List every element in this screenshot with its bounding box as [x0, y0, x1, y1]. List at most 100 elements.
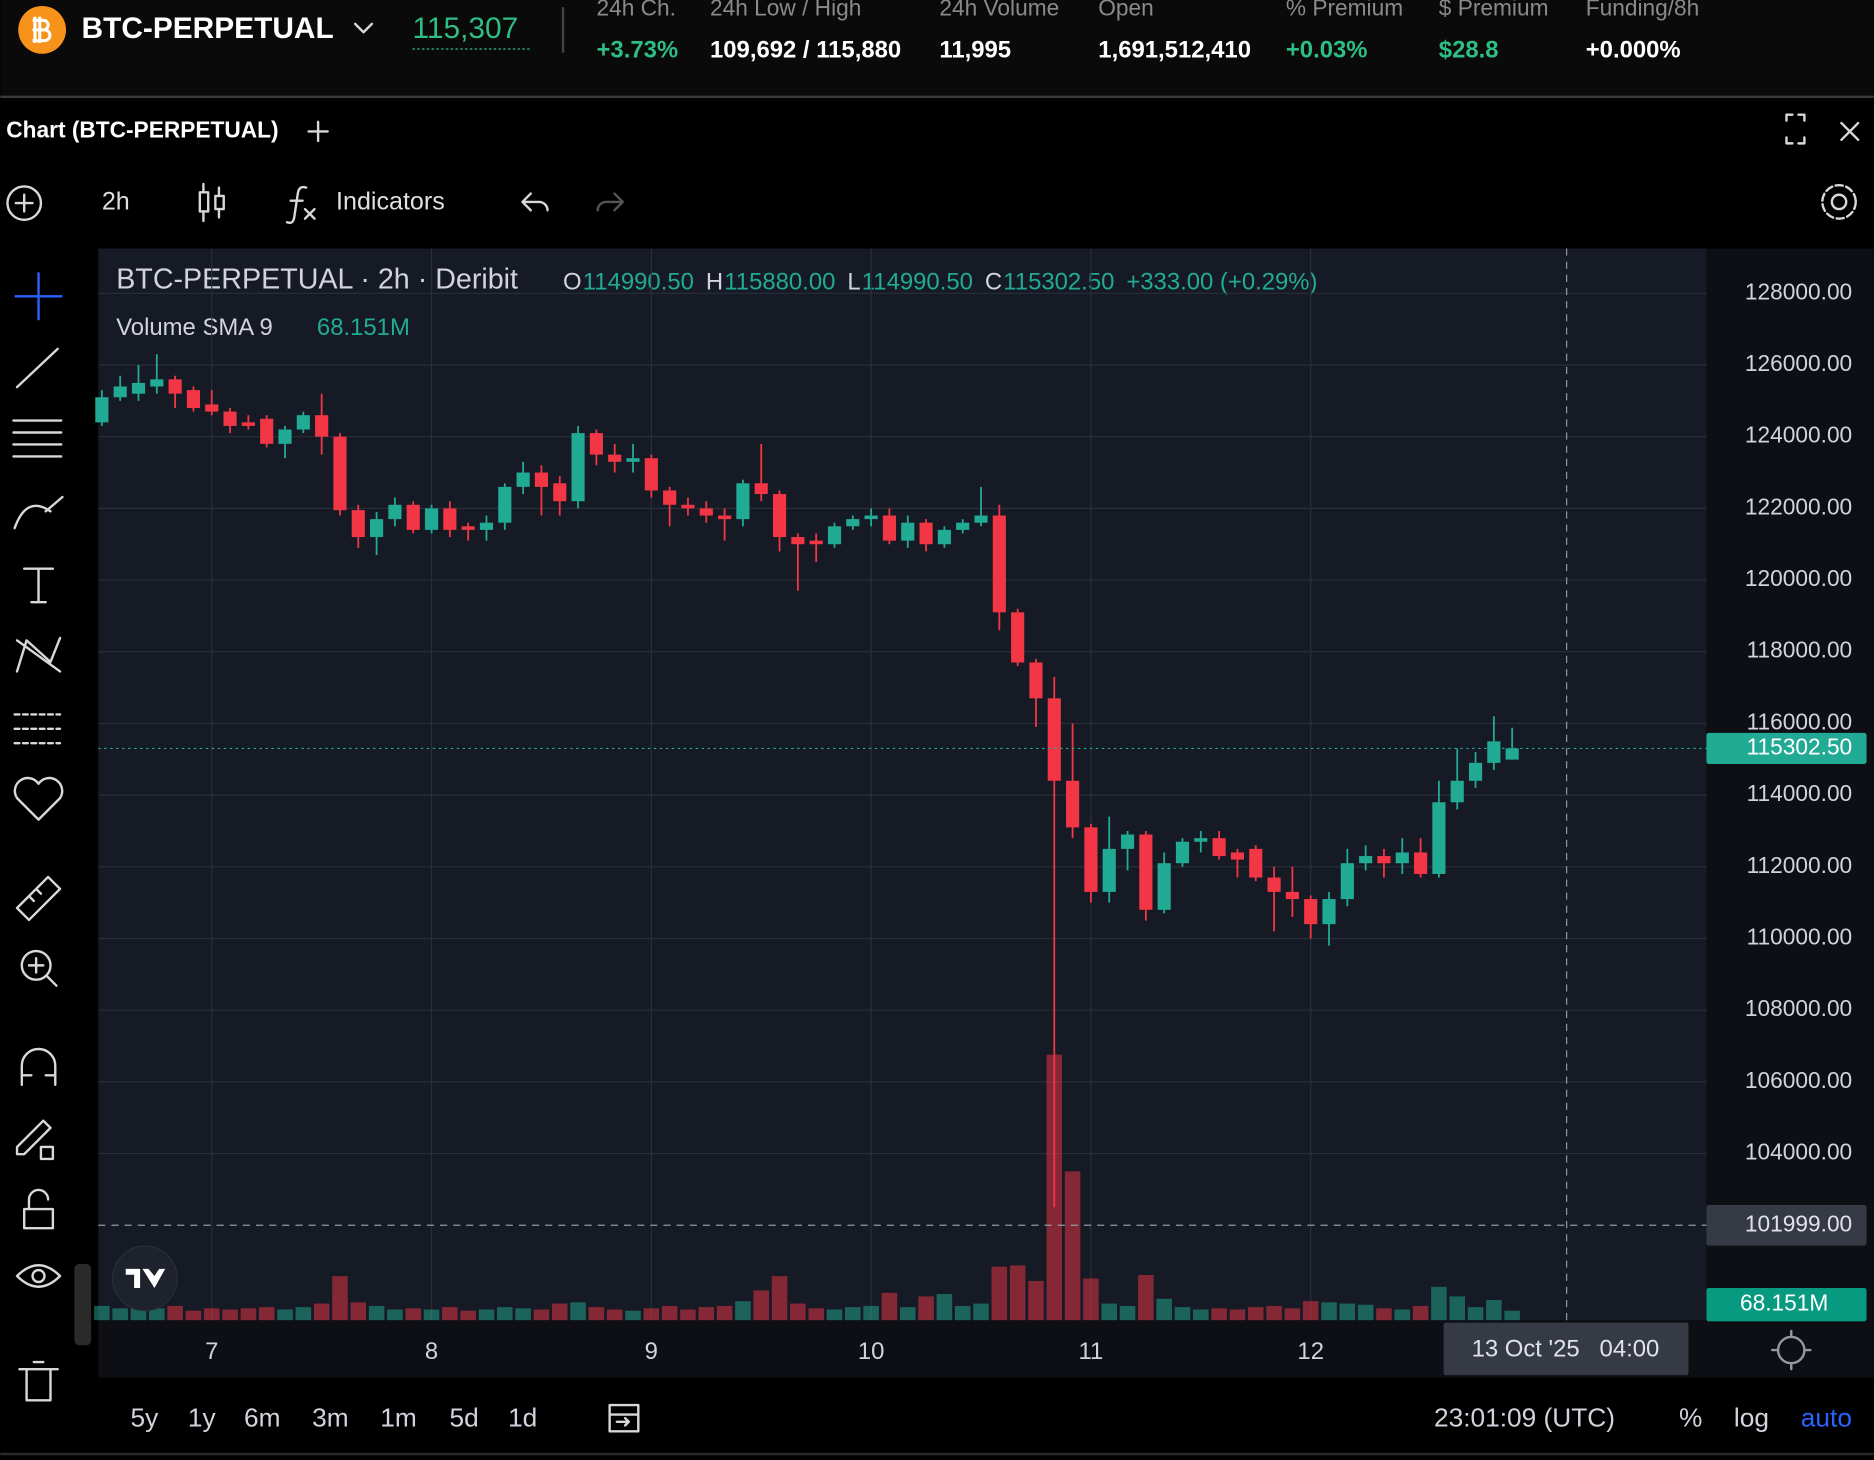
candle-body [241, 422, 255, 426]
scale-option[interactable]: log [1734, 1402, 1769, 1432]
brush-tool[interactable] [13, 495, 64, 530]
candle-body [1084, 827, 1098, 892]
top-bar [0, 0, 1874, 96]
crosshair-price-label: 101999.00 [1745, 1210, 1852, 1236]
volume-bar [460, 1310, 476, 1321]
candle-body [992, 515, 1006, 613]
candle-body [864, 515, 878, 520]
stat-value: $28.8 [1439, 37, 1499, 64]
fib-tool[interactable] [12, 419, 63, 458]
range-button[interactable]: 1d [508, 1402, 537, 1432]
candle-body [772, 494, 787, 538]
fullscreen[interactable] [1785, 113, 1806, 145]
candle-body [1157, 863, 1171, 910]
chart-style[interactable] [198, 182, 225, 223]
ohlc-key: O [563, 268, 582, 295]
volume-bar [826, 1309, 843, 1321]
volume-bar [588, 1307, 605, 1321]
candle-body [571, 433, 585, 502]
volume-bar [735, 1301, 751, 1321]
volume-bar [899, 1307, 916, 1321]
y-tick-label: 128000.00 [1745, 278, 1852, 304]
volume-bar [1083, 1278, 1099, 1321]
candle-body [443, 508, 457, 530]
candle-body [553, 483, 567, 502]
go-to-date[interactable] [608, 1403, 640, 1433]
range-button[interactable]: 3m [312, 1402, 348, 1432]
candle-body [223, 411, 237, 426]
volume-bar [845, 1307, 861, 1321]
candle-body [1285, 891, 1299, 900]
candle-body [827, 526, 842, 545]
candle-body [663, 490, 677, 505]
x-tick-label: 7 [205, 1338, 218, 1365]
volume-bar [1119, 1305, 1136, 1321]
last-price-box [1706, 732, 1867, 764]
volume-bar [936, 1294, 953, 1321]
time-axis [98, 1320, 1707, 1378]
volume-bar [1284, 1308, 1301, 1321]
candle-body [278, 429, 292, 444]
volume-bar [954, 1305, 971, 1321]
scale-option[interactable]: % [1679, 1402, 1702, 1432]
magnet[interactable] [20, 1047, 57, 1087]
range-button[interactable]: 5y [131, 1402, 160, 1432]
volume-bar [258, 1307, 275, 1321]
interval[interactable]: 2h [102, 188, 130, 216]
ruler[interactable] [15, 875, 62, 922]
fx-icon[interactable] [285, 185, 316, 225]
visibility[interactable] [15, 1264, 62, 1288]
volume-bar [606, 1309, 623, 1321]
volume-bars [94, 1054, 1520, 1321]
candle-body [534, 472, 549, 487]
volume-bar [973, 1303, 989, 1321]
favorites[interactable] [13, 776, 64, 821]
y-tick-label: 126000.00 [1745, 350, 1852, 376]
volume-bar [533, 1309, 550, 1321]
range-button[interactable]: 1y [188, 1402, 217, 1432]
volume-bar [1028, 1280, 1044, 1321]
pattern-tool[interactable] [15, 636, 62, 673]
add-tab[interactable] [307, 120, 329, 143]
ohlc-key: C [985, 268, 1002, 295]
delete[interactable] [18, 1360, 59, 1402]
redo[interactable] [596, 192, 624, 212]
volume-bar [716, 1305, 733, 1321]
settings[interactable] [1821, 183, 1857, 220]
candle-body [608, 454, 622, 462]
volume-bar [570, 1302, 586, 1321]
crosshair-tool[interactable] [14, 272, 63, 321]
unlock[interactable] [23, 1188, 55, 1230]
projection-tool[interactable] [13, 713, 62, 745]
candle-body [1249, 848, 1263, 878]
volume-bar [94, 1305, 110, 1321]
volume-bar [478, 1309, 495, 1321]
y-tick-label: 120000.00 [1745, 565, 1852, 591]
range-button[interactable]: 5d [450, 1402, 479, 1432]
candle-body [974, 515, 988, 523]
volume-bar [625, 1310, 641, 1321]
volume-bar [1357, 1304, 1374, 1321]
stat-value: +0.000% [1586, 37, 1681, 64]
trend-line-tool[interactable] [15, 347, 59, 389]
scale-option[interactable]: auto [1801, 1402, 1852, 1432]
candle-body [589, 433, 603, 455]
candle-body [1432, 802, 1446, 874]
indicators[interactable]: Indicators [336, 188, 445, 216]
symbol-dropdown[interactable] [353, 22, 374, 34]
collapse-toggle[interactable] [74, 1264, 92, 1346]
volume-bar [643, 1308, 660, 1321]
symbol[interactable]: BTC-PERPETUAL [82, 12, 334, 45]
zoom[interactable] [20, 949, 58, 987]
close[interactable] [1840, 121, 1860, 141]
undo[interactable] [521, 192, 549, 212]
lock-drawings[interactable] [15, 1119, 55, 1161]
volume-bar [1064, 1171, 1081, 1321]
range-button[interactable]: 6m [244, 1402, 281, 1432]
time-settings[interactable] [1770, 1329, 1812, 1371]
volume-bar [1247, 1307, 1264, 1321]
text-tool[interactable] [23, 567, 55, 604]
range-button[interactable]: 1m [380, 1402, 416, 1432]
add-symbol[interactable] [6, 185, 43, 222]
candle-body [1359, 856, 1373, 864]
